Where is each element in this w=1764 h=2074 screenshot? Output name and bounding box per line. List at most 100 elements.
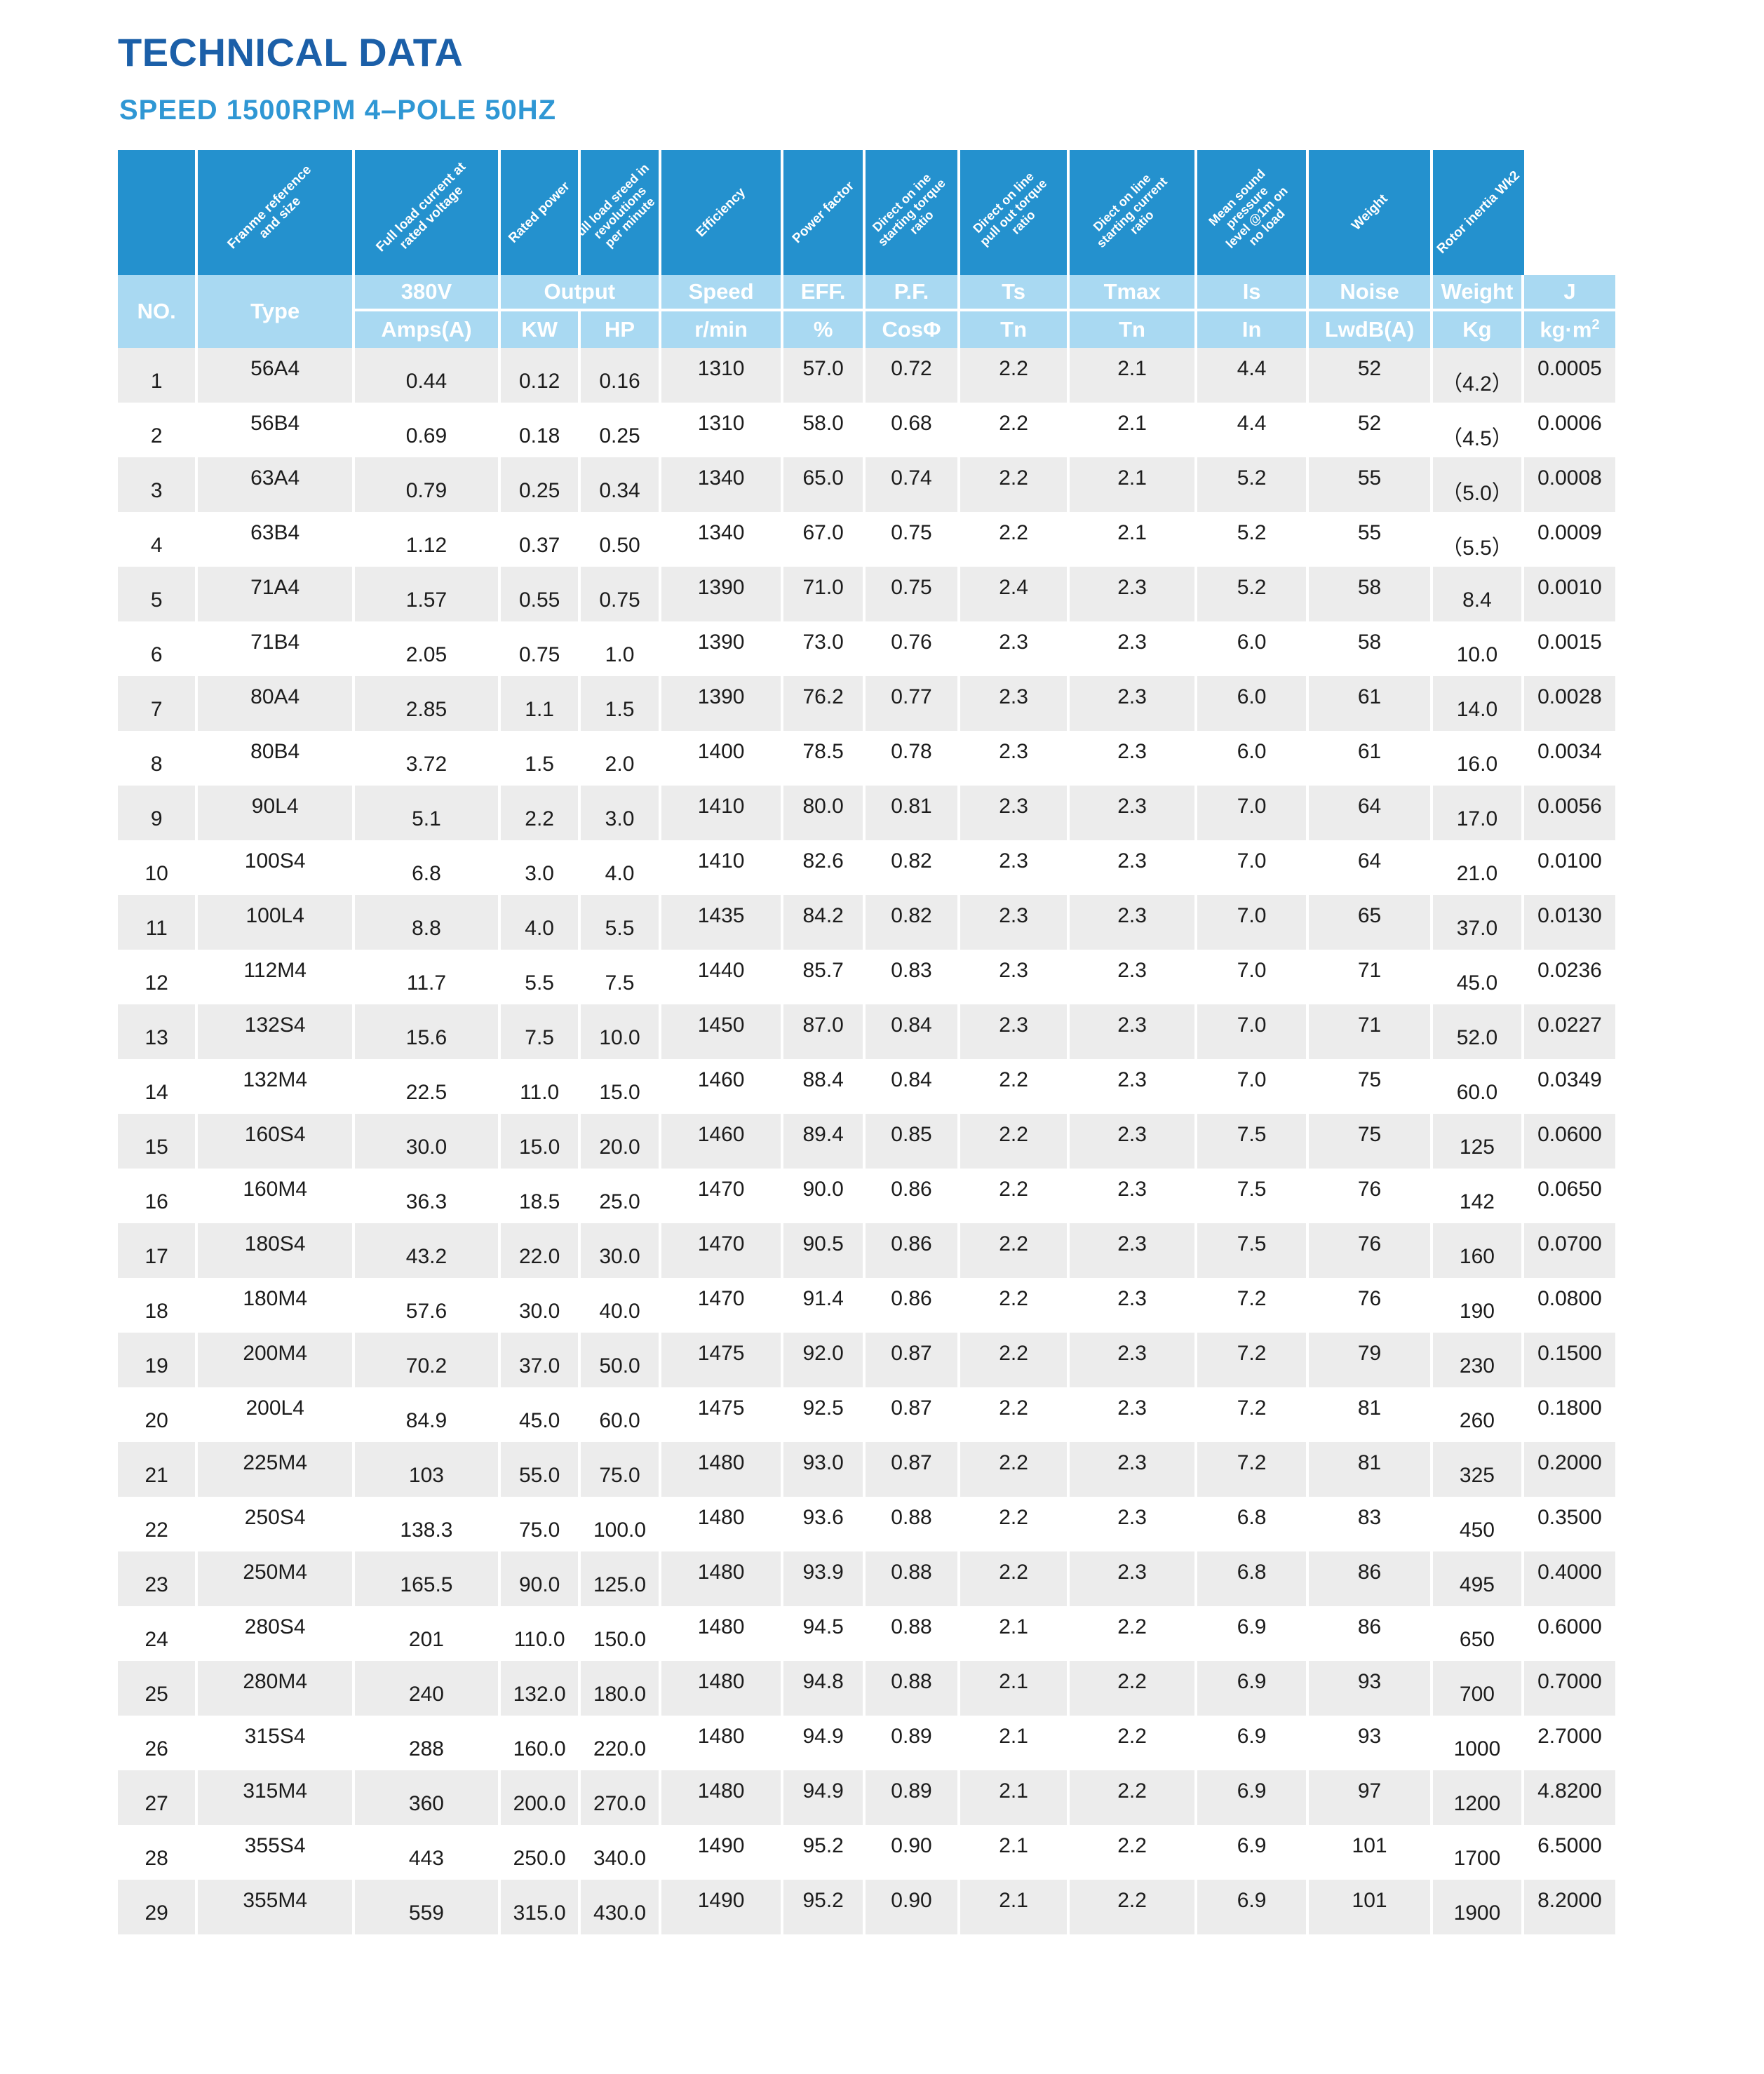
cell-pf: 0.77 [865, 676, 961, 731]
col-header-is: Is [1197, 275, 1309, 309]
cell-value: 6 [150, 643, 163, 666]
rotated-header-label: Diect on line starting current ratio [1090, 170, 1171, 251]
cell-value: 4.4 [1237, 412, 1267, 435]
cell-value: 2.3 [1117, 1342, 1147, 1365]
cell-inertia: 0.0349 [1523, 1059, 1615, 1114]
cell-value: 0.55 [518, 588, 560, 612]
cell-value: 93 [1357, 1725, 1382, 1748]
cell-value: 0.0010 [1537, 576, 1602, 599]
cell-eff: 82.6 [783, 840, 866, 895]
cell-ts-tn: 2.1 [960, 1716, 1070, 1770]
cell-ts-tn: 2.2 [960, 1059, 1070, 1114]
cell-ts-tn: 2.1 [960, 1880, 1070, 1934]
cell-hp: 5.5 [581, 895, 661, 950]
cell-noise: 93 [1309, 1716, 1433, 1770]
cell-pf: 0.86 [865, 1223, 961, 1278]
cell-inertia: 2.7000 [1523, 1716, 1615, 1770]
cell-value: 60.0 [599, 1409, 640, 1432]
cell-is-in: 6.9 [1197, 1770, 1309, 1825]
cell-tmax-tn: 2.3 [1070, 1497, 1198, 1551]
cell-value: 2.1 [999, 1615, 1028, 1638]
cell-eff: 94.9 [783, 1770, 866, 1825]
cell-weight: 650 [1432, 1606, 1524, 1661]
cell-value: 14 [144, 1081, 168, 1104]
cell-value: 28 [144, 1847, 168, 1870]
cell-value: 0.87 [891, 1342, 932, 1365]
cell-amps: 57.6 [354, 1278, 501, 1333]
cell-value: 2.05 [405, 643, 447, 666]
cell-value: 7 [150, 698, 163, 721]
cell-value: 1700 [1453, 1847, 1501, 1870]
cell-value: 11.0 [520, 1081, 560, 1104]
cell-rpm: 1390 [661, 621, 784, 676]
cell-value: 5.2 [1237, 576, 1267, 599]
cell-ts-tn: 2.1 [960, 1606, 1070, 1661]
cell-value: 0.1500 [1537, 1342, 1602, 1365]
cell-value: 87.0 [802, 1014, 844, 1037]
cell-pf: 0.75 [865, 567, 961, 621]
cell-value: 2.2 [999, 1396, 1028, 1420]
cell-rpm: 1470 [661, 1278, 784, 1333]
cell-value: 83 [1357, 1506, 1382, 1529]
cell-value: 0.0009 [1537, 521, 1602, 544]
cell-value: 5.1 [412, 807, 441, 830]
cell-value: 1450 [697, 1014, 745, 1037]
cell-value: 6.9 [1237, 1834, 1267, 1857]
cell-value: 89.4 [802, 1123, 844, 1146]
cell-no: 20 [118, 1387, 198, 1442]
cell-amps: 0.79 [354, 457, 501, 512]
cell-weight: 16.0 [1432, 731, 1524, 786]
cell-inertia: 0.0800 [1523, 1278, 1615, 1333]
cell-value: 90.5 [802, 1232, 844, 1255]
cell-value: 90.0 [518, 1573, 560, 1596]
cell-value: 2.2 [999, 1178, 1028, 1201]
cell-value: 81 [1357, 1396, 1382, 1420]
cell-value: 0.82 [891, 904, 932, 927]
cell-hp: 50.0 [581, 1333, 661, 1387]
cell-type: 315S4 [198, 1716, 355, 1770]
cell-value: 0.0650 [1537, 1178, 1602, 1201]
cell-value: 92.0 [802, 1342, 844, 1365]
cell-pf: 0.87 [865, 1333, 961, 1387]
cell-value: 97 [1357, 1779, 1382, 1803]
cell-noise: 79 [1309, 1333, 1433, 1387]
cell-value: 101 [1352, 1834, 1387, 1857]
cell-value: 2.2 [999, 1451, 1028, 1474]
cell-value: 2.2 [999, 1068, 1028, 1091]
cell-type: 180M4 [198, 1278, 355, 1333]
cell-weight: 142 [1432, 1169, 1524, 1223]
cell-rpm: 1410 [661, 786, 784, 840]
cell-is-in: 7.0 [1197, 895, 1309, 950]
cell-weight: 21.0 [1432, 840, 1524, 895]
cell-pf: 0.74 [865, 457, 961, 512]
cell-hp: 180.0 [581, 1661, 661, 1716]
cell-eff: 76.2 [783, 676, 866, 731]
cell-is-in: 7.5 [1197, 1169, 1309, 1223]
cell-rpm: 1435 [661, 895, 784, 950]
cell-pf: 0.87 [865, 1442, 961, 1497]
cell-value: 1400 [697, 740, 745, 763]
cell-tmax-tn: 2.3 [1070, 950, 1198, 1004]
cell-pf: 0.82 [865, 895, 961, 950]
cell-value: 2.3 [1117, 1287, 1147, 1310]
cell-value: 2.3 [1117, 1068, 1147, 1091]
cell-type: 132M4 [198, 1059, 355, 1114]
cell-pf: 0.82 [865, 840, 961, 895]
cell-kw: 37.0 [500, 1333, 581, 1387]
cell-type: 71B4 [198, 621, 355, 676]
cell-no: 27 [118, 1770, 198, 1825]
cell-amps: 165.5 [354, 1551, 501, 1606]
cell-value: 5.2 [1237, 466, 1267, 490]
cell-pf: 0.78 [865, 731, 961, 786]
cell-value: 71B4 [250, 631, 300, 654]
cell-amps: 138.3 [354, 1497, 501, 1551]
cell-value: 0.88 [891, 1670, 932, 1693]
cell-value: 0.76 [891, 631, 932, 654]
cell-value: 94.9 [802, 1725, 844, 1748]
cell-value: 95.2 [802, 1834, 844, 1857]
cell-ts-tn: 2.2 [960, 1169, 1070, 1223]
cell-value: 75.0 [518, 1519, 560, 1542]
cell-value: 0.16 [599, 370, 640, 393]
cell-weight: 450 [1432, 1497, 1524, 1551]
